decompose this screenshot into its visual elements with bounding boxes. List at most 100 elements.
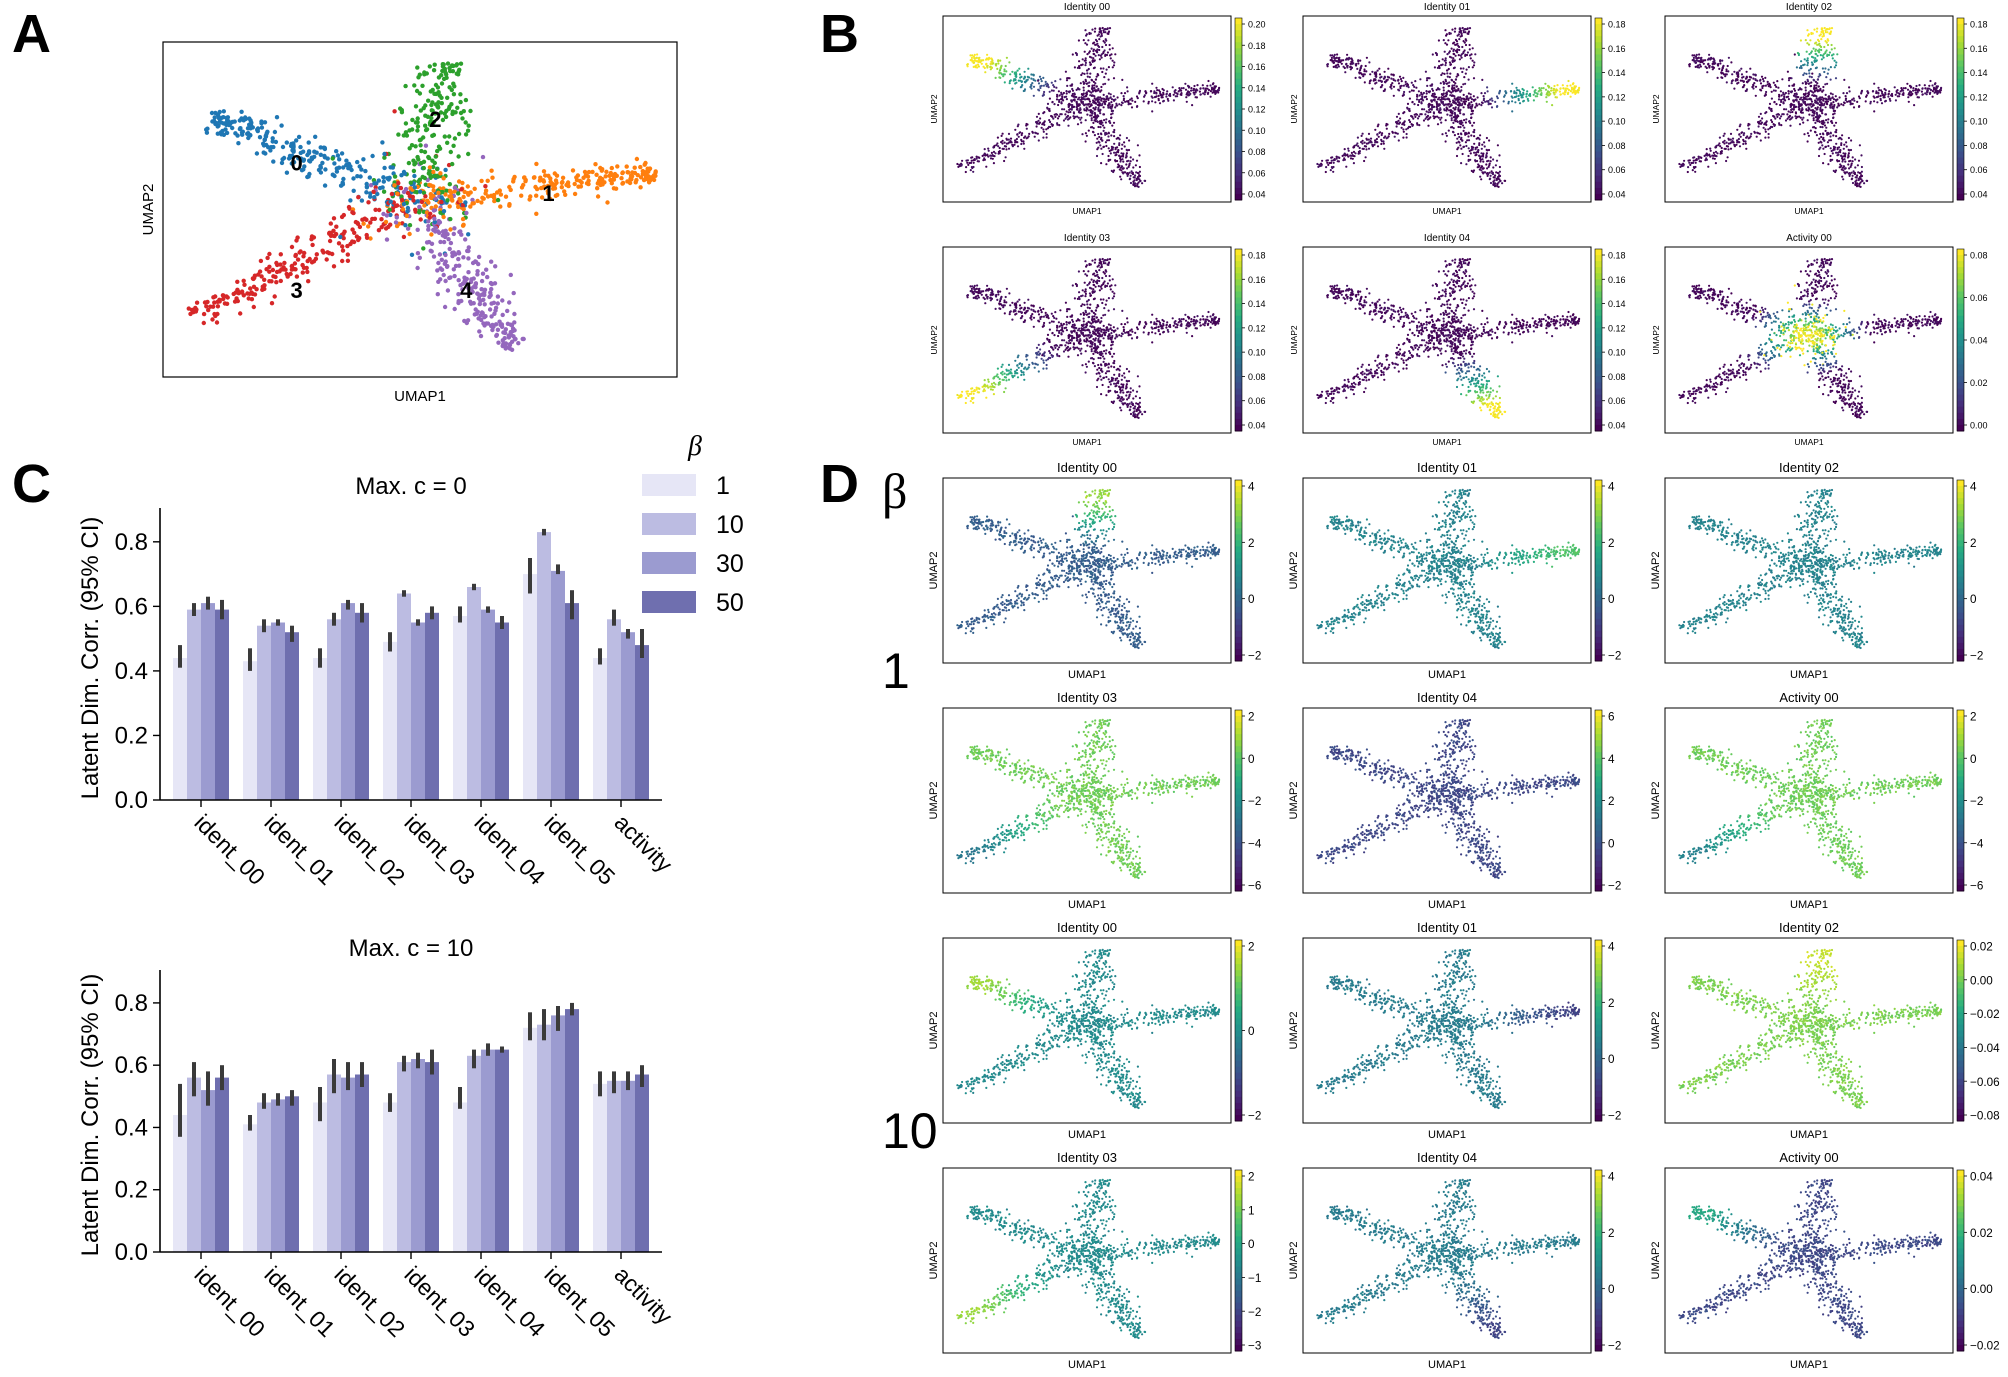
cluster-umap-point-884 xyxy=(377,208,381,212)
b-umap-1-point-1096 xyxy=(1390,73,1392,75)
b-umap-0-point-623 xyxy=(1122,161,1124,163)
b-umap-1-point-768 xyxy=(1387,68,1389,70)
b-umap-1-point-821 xyxy=(1461,140,1463,142)
b-umap-1-point-1267 xyxy=(1569,84,1571,86)
b-umap-0-point-967 xyxy=(1091,117,1093,119)
b-umap-1-point-619 xyxy=(1461,33,1463,35)
b-umap-0-point-1191 xyxy=(1080,101,1082,103)
b-umap-1-point-1246 xyxy=(1473,152,1475,154)
b-umap-1-colorbar-step xyxy=(1595,158,1602,165)
b-umap-0-point-838 xyxy=(971,160,973,162)
b-umap-1-point-208 xyxy=(1409,91,1411,93)
b-umap-2-point-461 xyxy=(1807,59,1809,61)
b-umap-1-point-940 xyxy=(1361,142,1363,144)
b-umap-1-point-930 xyxy=(1490,103,1492,105)
b-umap-1-point-1123 xyxy=(1484,145,1486,147)
b-umap-1-point-1219 xyxy=(1394,136,1396,138)
b-umap-2-point-507 xyxy=(1817,79,1819,81)
cluster-umap-point-400 xyxy=(498,204,502,208)
b-umap-1-point-466 xyxy=(1336,53,1338,55)
b-umap-2-point-492 xyxy=(1683,160,1685,162)
b-umap-1-point-1210 xyxy=(1441,93,1443,95)
b-umap-2-point-91 xyxy=(1824,124,1826,126)
b-umap-0-point-1274 xyxy=(1024,77,1026,79)
b-umap-2-point-266 xyxy=(1796,66,1798,68)
b-umap-2-point-911 xyxy=(1798,103,1800,105)
b-umap-2-point-483 xyxy=(1918,84,1920,86)
b-umap-2-point-530 xyxy=(1714,62,1716,64)
b-umap-0-point-1174 xyxy=(1091,119,1093,121)
b-umap-1-point-532 xyxy=(1393,86,1395,88)
b-umap-2-point-178 xyxy=(1788,110,1790,112)
b-umap-1-point-1233 xyxy=(1453,100,1455,102)
b-umap-2-point-753 xyxy=(1809,104,1811,106)
cluster-label-0: 0 xyxy=(291,151,303,176)
b-umap-1-point-289 xyxy=(1493,179,1495,181)
b-umap-1-point-242 xyxy=(1402,128,1404,130)
cluster-umap-point-803 xyxy=(271,139,275,143)
cluster-umap-point-1051 xyxy=(480,279,484,283)
b-umap-1-point-1080 xyxy=(1538,87,1540,89)
b-umap-1-point-1051 xyxy=(1481,148,1483,150)
b-umap-1-point-425 xyxy=(1417,117,1419,119)
cluster-umap-point-472 xyxy=(265,256,269,260)
b-umap-0-point-393 xyxy=(973,162,975,164)
b-umap-1-point-1074 xyxy=(1562,92,1564,94)
b-umap-2-point-774 xyxy=(1840,103,1842,105)
cluster-umap-point-1174 xyxy=(426,227,430,231)
b-umap-2-point-595 xyxy=(1750,133,1752,135)
b-umap-1-point-1105 xyxy=(1375,82,1377,84)
cluster-umap-point-1265 xyxy=(444,109,448,113)
cluster-umap-point-836 xyxy=(422,166,426,170)
b-umap-1-point-1206 xyxy=(1499,90,1501,92)
b-umap-0-point-1264 xyxy=(1106,69,1108,71)
b-umap-1-point-959 xyxy=(1386,128,1388,130)
b-umap-1-point-1205 xyxy=(1449,101,1451,103)
cluster-umap-point-1013 xyxy=(449,150,453,154)
cluster-umap-point-889 xyxy=(648,166,652,170)
b-umap-1-point-369 xyxy=(1518,95,1520,97)
b-umap-2-point-447 xyxy=(1885,100,1887,102)
b-umap-0-point-790 xyxy=(1011,71,1013,73)
b-umap-2-point-686 xyxy=(1822,148,1824,150)
b-umap-0-point-882 xyxy=(1109,122,1111,124)
b-umap-1-point-899 xyxy=(1330,169,1332,171)
b-umap-1-point-1030 xyxy=(1499,180,1501,182)
cluster-umap-point-642 xyxy=(492,301,496,305)
cluster-umap-point-763 xyxy=(340,215,344,219)
b-umap-1-point-534 xyxy=(1406,133,1408,135)
b-umap-0-point-635 xyxy=(1120,152,1122,154)
b-umap-0-point-1065 xyxy=(1083,73,1085,75)
b-umap-0-point-662 xyxy=(1083,87,1085,89)
b-umap-2-point-423 xyxy=(1826,49,1828,51)
b-umap-0-point-644 xyxy=(1132,158,1134,160)
b-umap-1-point-1129 xyxy=(1451,104,1453,106)
cluster-umap-point-158 xyxy=(458,100,462,104)
b-umap-1-point-497 xyxy=(1364,142,1366,144)
b-umap-1-point-914 xyxy=(1415,87,1417,89)
cluster-umap-point-136 xyxy=(580,180,584,184)
b-umap-1-point-601 xyxy=(1362,140,1364,142)
cluster-umap-point-325 xyxy=(496,341,500,345)
b-umap-0-point-680 xyxy=(1185,89,1187,91)
b-umap-2-point-962 xyxy=(1812,32,1814,34)
cluster-umap-point-1198 xyxy=(434,204,438,208)
cluster-umap-point-705 xyxy=(393,174,397,178)
b-umap-1-point-1077 xyxy=(1459,27,1461,29)
b-umap-0-point-1083 xyxy=(1041,80,1043,82)
b-umap-1-point-941 xyxy=(1456,48,1458,50)
b-umap-1-point-1065 xyxy=(1443,73,1445,75)
b-umap-2-point-817 xyxy=(1814,60,1816,62)
b-umap-1-colorbar-tick-label: 0.08 xyxy=(1608,141,1626,151)
cluster-umap-point-871 xyxy=(481,321,485,325)
b-umap-2-point-269 xyxy=(1780,90,1782,92)
b-umap-0-point-1092 xyxy=(1081,72,1083,74)
b-umap-1-point-1057 xyxy=(1366,57,1368,59)
cluster-umap-xlabel: UMAP1 xyxy=(394,388,446,405)
b-umap-1-point-1209 xyxy=(1460,67,1462,69)
b-umap-2-point-22 xyxy=(1821,144,1823,146)
b-umap-0-point-814 xyxy=(1067,111,1069,113)
b-umap-2-point-772 xyxy=(1779,104,1781,106)
b-umap-0-point-603 xyxy=(1051,101,1053,103)
b-umap-0-point-991 xyxy=(1094,97,1096,99)
